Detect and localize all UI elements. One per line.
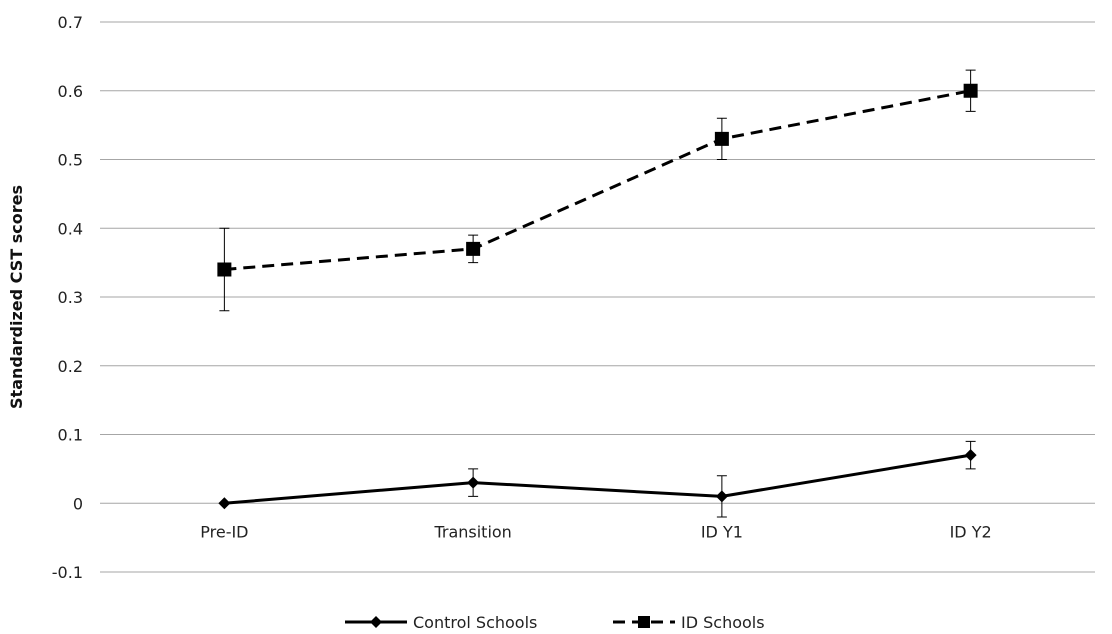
data-markers	[217, 83, 978, 510]
square-marker	[217, 262, 232, 277]
y-tick-label: 0.3	[58, 288, 83, 307]
legend-label: ID Schools	[681, 613, 765, 632]
legend-square-marker	[638, 616, 650, 628]
x-tick-label: Pre-ID	[200, 522, 248, 541]
series-line-control-schools	[224, 453, 971, 505]
legend-label: Control Schools	[413, 613, 537, 632]
y-axis-title: Standardized CST scores	[7, 185, 26, 409]
series-lines	[224, 89, 971, 505]
y-tick-label: 0.2	[58, 357, 83, 376]
diamond-marker	[218, 497, 231, 510]
diamond-marker	[715, 490, 728, 503]
diamond-marker	[467, 476, 480, 489]
y-tick-label: -0.1	[52, 563, 83, 582]
x-tick-label: ID Y2	[950, 522, 992, 541]
x-tick-label: Transition	[433, 522, 511, 541]
square-marker	[466, 241, 481, 256]
legend-diamond-marker	[370, 616, 382, 628]
diamond-marker	[964, 449, 977, 462]
error-bars	[219, 69, 976, 518]
square-marker	[714, 131, 729, 146]
square-marker	[963, 83, 978, 98]
y-tick-label: 0.6	[58, 82, 83, 101]
y-tick-label: 0	[73, 494, 83, 513]
x-axis-ticks: Pre-ID Transition ID Y1 ID Y2	[200, 522, 991, 541]
y-tick-label: 0.4	[58, 219, 83, 238]
y-tick-label: 0.7	[58, 13, 83, 32]
legend: Control Schools ID Schools	[345, 613, 765, 632]
y-tick-label: 0.5	[58, 151, 83, 170]
y-tick-label: 0.1	[58, 426, 83, 445]
y-axis-ticks: -0.1 0 0.1 0.2 0.3 0.4 0.5 0.6 0.7	[52, 13, 83, 582]
x-tick-label: ID Y1	[701, 522, 743, 541]
series-line-id-schools	[224, 89, 971, 271]
gridlines	[100, 21, 1095, 573]
